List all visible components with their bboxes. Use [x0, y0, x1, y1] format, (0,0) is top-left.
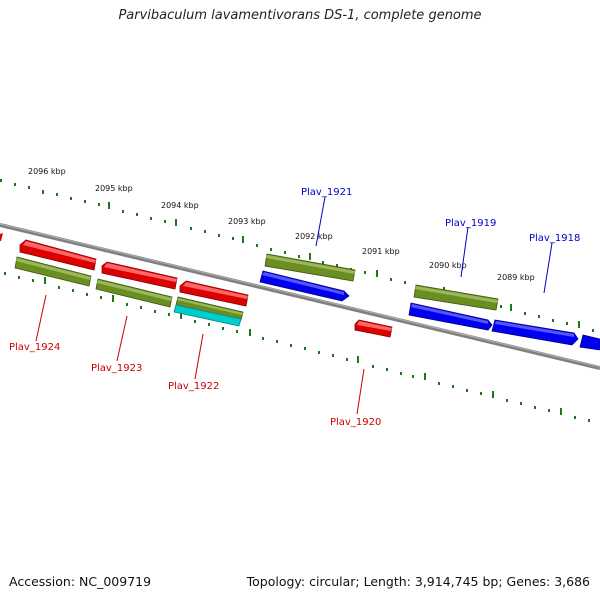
gene-labels: Plav_1921 Plav_1919 Plav_1918 Plav_1924 … [9, 187, 580, 428]
gene-label[interactable]: Plav_1922 [168, 381, 219, 392]
gene-label[interactable]: Plav_1921 [301, 187, 352, 198]
genome-summary-text: Topology: circular; Length: 3,914,745 bp… [246, 574, 590, 589]
scale-label: 2093 kbp [228, 217, 266, 226]
gene-label[interactable]: Plav_1919 [445, 218, 496, 229]
scale-label: 2096 kbp [28, 167, 66, 176]
cyan-track [173, 304, 242, 327]
gene-label[interactable]: Plav_1924 [9, 342, 60, 353]
gene-label[interactable]: Plav_1918 [529, 233, 580, 244]
genome-backbone [0, 223, 600, 370]
scale-label: 2092 kbp [295, 232, 333, 241]
scale-labels: 2096 kbp 2095 kbp 2094 kbp 2093 kbp 2092… [28, 167, 535, 282]
outer-scale-track [0, 179, 594, 332]
gene-partial-right[interactable] [579, 334, 600, 351]
label-leaders [35, 196, 553, 415]
gene-label[interactable]: Plav_1923 [91, 363, 142, 374]
scale-label: 2094 kbp [161, 201, 199, 210]
gene-label[interactable]: Plav_1920 [330, 417, 381, 428]
map-title: Parvibaculum lavamentivorans DS-1, compl… [118, 8, 482, 23]
scale-label: 2091 kbp [362, 247, 400, 256]
scale-label: 2095 kbp [95, 184, 133, 193]
inner-scale-track [4, 272, 590, 422]
accession-text: Accession: NC_009719 [9, 574, 152, 589]
scale-label: 2090 kbp [429, 261, 467, 270]
reverse-genes [0, 233, 393, 338]
forward-genes [259, 270, 600, 351]
scale-label: 2089 kbp [497, 273, 535, 282]
olive-tracks [14, 253, 499, 327]
